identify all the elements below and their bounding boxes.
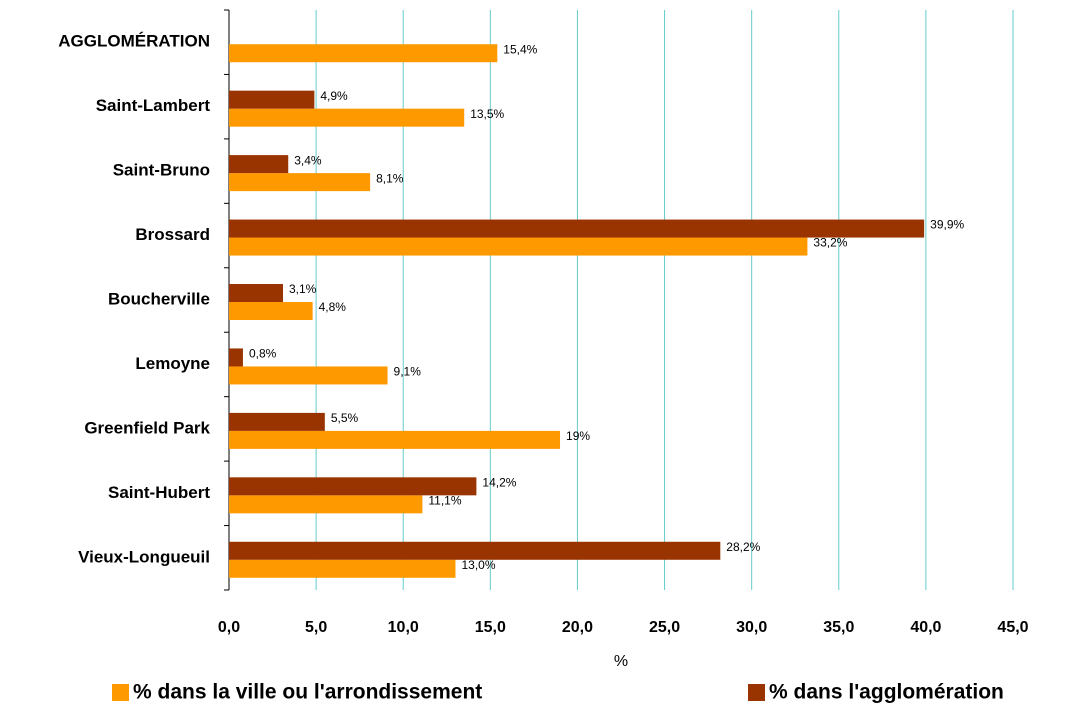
bar: [229, 173, 371, 192]
bar: [229, 366, 388, 385]
bar: [229, 302, 313, 320]
bar: [229, 108, 465, 127]
data-label: 14,2%: [482, 476, 516, 490]
data-label: 0,8%: [249, 347, 277, 361]
bar: [229, 44, 498, 63]
y-tick-label: Saint-Hubert: [108, 483, 210, 502]
y-tick-label: Vieux-Longueuil: [78, 547, 210, 566]
x-tick-label: 20,0: [562, 619, 593, 636]
bar: [229, 219, 925, 238]
legend-label: % dans l'agglomération: [769, 681, 1004, 704]
data-label: 4,8%: [319, 300, 347, 314]
legend-swatch: [748, 684, 765, 701]
x-tick-label: 35,0: [823, 619, 854, 636]
x-tick-label: 40,0: [910, 619, 941, 636]
y-tick-label: Greenfield Park: [84, 418, 210, 437]
y-tick-label: Lemoyne: [135, 354, 210, 373]
data-label: 28,2%: [726, 540, 760, 554]
data-label: 19%: [566, 429, 590, 443]
x-axis-label: %: [614, 653, 628, 670]
x-tick-label: 15,0: [475, 619, 506, 636]
bar: [229, 559, 456, 578]
data-label: 3,1%: [289, 282, 317, 296]
data-label: 4,9%: [320, 89, 348, 103]
data-label: 39,9%: [930, 218, 964, 232]
bar: [229, 495, 423, 514]
y-tick-label: Boucherville: [108, 289, 210, 308]
data-label: 5,5%: [331, 411, 359, 425]
bar: [229, 90, 315, 109]
bar: [229, 237, 808, 256]
x-tick-label: 25,0: [649, 619, 680, 636]
data-label: 13,0%: [461, 558, 495, 572]
y-tick-label: Brossard: [135, 225, 210, 244]
bar: [229, 430, 561, 449]
y-tick-label: AGGLOMÉRATION: [58, 32, 210, 51]
bar: [229, 412, 325, 431]
x-tick-label: 45,0: [997, 619, 1028, 636]
x-tick-label: 5,0: [305, 619, 327, 636]
data-label: 13,5%: [470, 107, 504, 121]
bar: [229, 284, 284, 302]
data-label: 15,4%: [503, 42, 537, 56]
bar: [229, 541, 721, 560]
bar: [229, 477, 477, 496]
data-label: 33,2%: [813, 236, 847, 250]
data-label: 8,1%: [376, 171, 404, 185]
x-tick-label: 30,0: [736, 619, 767, 636]
y-tick-label: Saint-Lambert: [96, 96, 211, 115]
data-label: 9,1%: [394, 365, 422, 379]
x-tick-label: 10,0: [388, 619, 419, 636]
bar: [229, 155, 289, 174]
data-label: 11,1%: [428, 494, 461, 508]
legend-label: % dans la ville ou l'arrondissement: [133, 681, 482, 704]
legend-swatch: [112, 684, 129, 701]
y-tick-label: Saint-Bruno: [113, 161, 210, 180]
data-label: 3,4%: [294, 153, 322, 167]
x-tick-label: 0,0: [218, 619, 240, 636]
bar: [229, 348, 243, 367]
